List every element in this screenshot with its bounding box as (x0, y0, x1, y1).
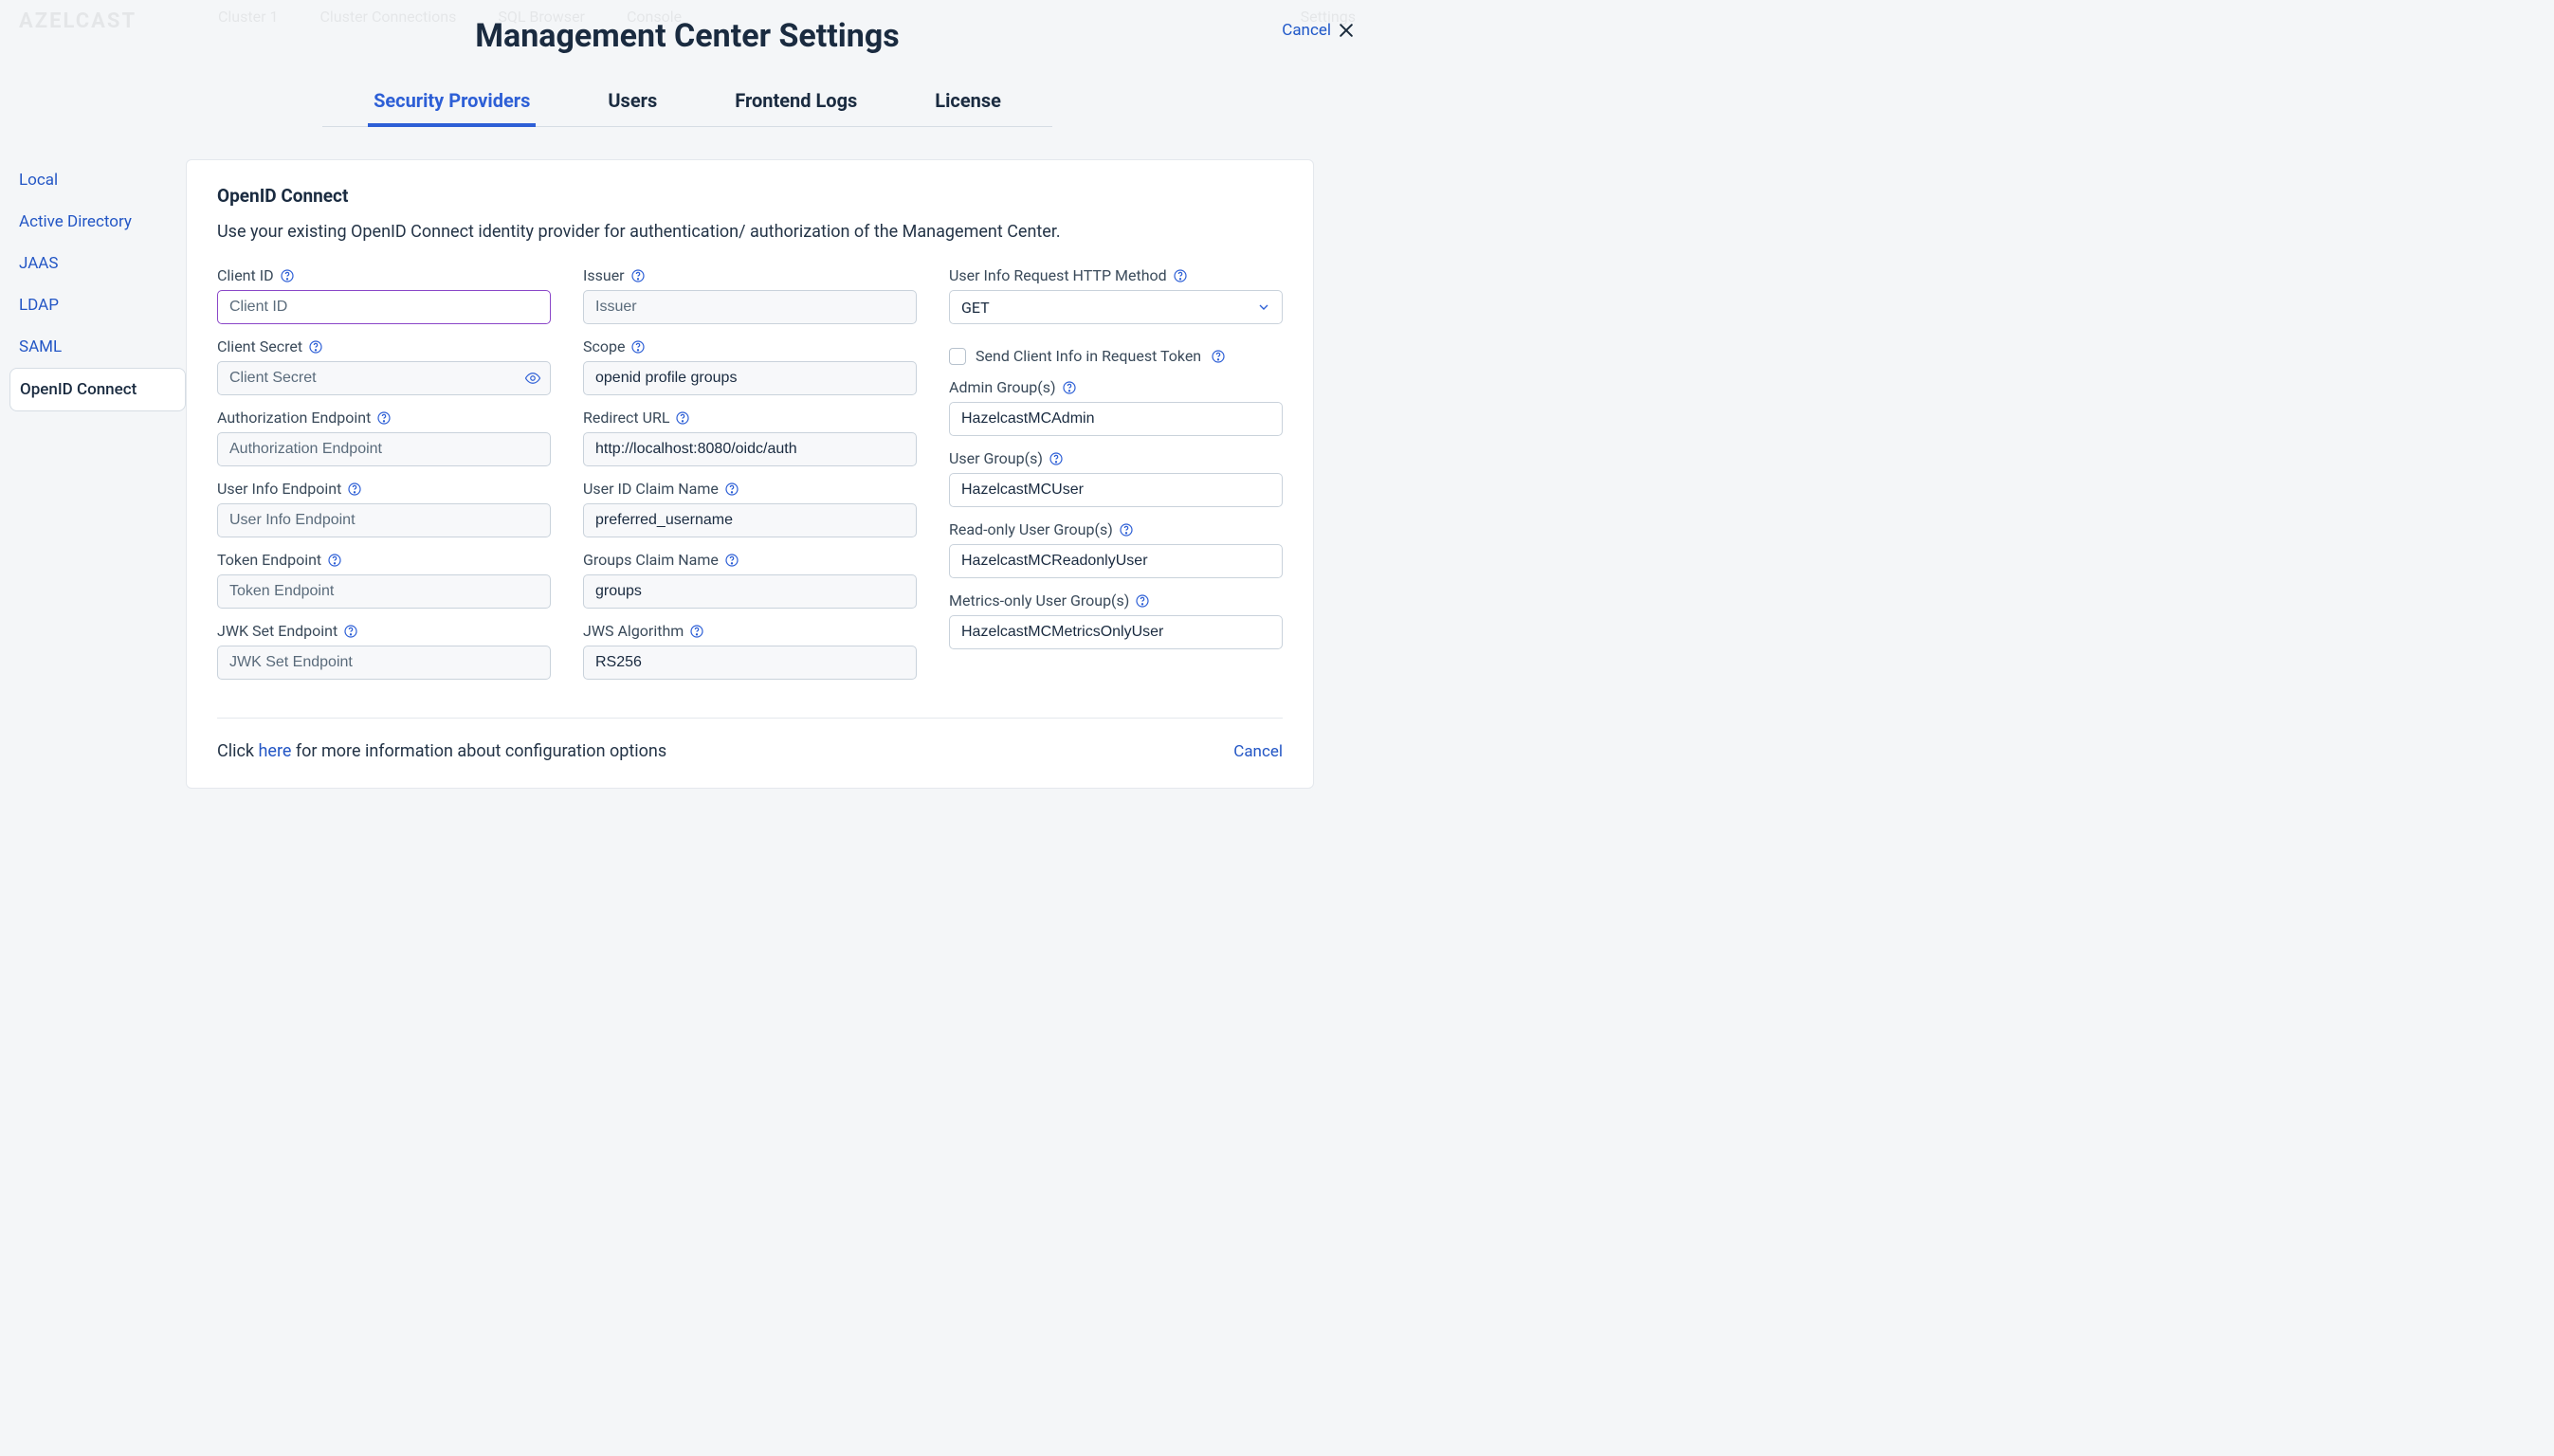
user-info-endpoint-label: User Info Endpoint (217, 480, 341, 498)
help-icon[interactable] (1173, 268, 1188, 283)
help-icon[interactable] (280, 268, 295, 283)
scope-input[interactable] (583, 361, 917, 395)
footer-link[interactable]: here (258, 741, 291, 761)
side-tab-jaas[interactable]: JAAS (9, 243, 186, 284)
help-icon[interactable] (376, 410, 392, 426)
jws-algorithm-label: JWS Algorithm (583, 622, 684, 640)
client-secret-label: Client Secret (217, 337, 302, 355)
user-groups-input[interactable] (949, 473, 1283, 507)
panel-description: Use your existing OpenID Connect identit… (217, 222, 1283, 242)
openid-panel: OpenID Connect Use your existing OpenID … (186, 159, 1314, 789)
http-method-label: User Info Request HTTP Method (949, 266, 1167, 284)
redirect-url-input[interactable] (583, 432, 917, 466)
user-groups-label: User Group(s) (949, 449, 1043, 467)
scope-label: Scope (583, 337, 625, 355)
metrics-groups-label: Metrics-only User Group(s) (949, 592, 1129, 610)
dialog-title: Management Center Settings (0, 17, 1375, 55)
help-icon[interactable] (689, 624, 704, 639)
metrics-groups-input[interactable] (949, 615, 1283, 649)
help-icon[interactable] (308, 339, 323, 355)
redirect-url-label: Redirect URL (583, 409, 669, 427)
token-endpoint-input[interactable] (217, 574, 551, 609)
tab-users[interactable]: Users (602, 89, 663, 126)
authorization-endpoint-label: Authorization Endpoint (217, 409, 371, 427)
cancel-bottom-button[interactable]: Cancel (1233, 742, 1283, 761)
tab-frontend-logs[interactable]: Frontend Logs (729, 89, 863, 126)
admin-groups-input[interactable] (949, 402, 1283, 436)
help-icon[interactable] (1062, 380, 1077, 395)
readonly-groups-label: Read-only User Group(s) (949, 520, 1113, 538)
help-icon[interactable] (347, 482, 362, 497)
readonly-groups-input[interactable] (949, 544, 1283, 578)
admin-groups-label: Admin Group(s) (949, 378, 1056, 396)
help-icon[interactable] (327, 553, 342, 568)
send-client-info-label: Send Client Info in Request Token (976, 347, 1201, 365)
help-icon[interactable] (630, 339, 646, 355)
eye-icon[interactable] (524, 370, 541, 387)
help-icon[interactable] (1211, 349, 1226, 364)
side-tab-ldap[interactable]: LDAP (9, 284, 186, 326)
groups-claim-label: Groups Claim Name (583, 551, 719, 569)
help-icon[interactable] (724, 482, 739, 497)
side-tab-saml[interactable]: SAML (9, 326, 186, 368)
token-endpoint-label: Token Endpoint (217, 551, 321, 569)
client-secret-input[interactable] (217, 361, 551, 395)
issuer-input[interactable] (583, 290, 917, 324)
help-icon[interactable] (343, 624, 358, 639)
panel-heading: OpenID Connect (217, 185, 1283, 207)
client-id-input[interactable] (217, 290, 551, 324)
jws-algorithm-input[interactable] (583, 646, 917, 680)
settings-tabs: Security Providers Users Frontend Logs L… (322, 89, 1052, 127)
side-tab-local[interactable]: Local (9, 159, 186, 201)
help-icon[interactable] (675, 410, 690, 426)
help-icon[interactable] (1119, 522, 1134, 537)
footer-info: Click here for more information about co… (217, 741, 666, 761)
user-info-endpoint-input[interactable] (217, 503, 551, 537)
jwk-set-endpoint-label: JWK Set Endpoint (217, 622, 337, 640)
tab-security-providers[interactable]: Security Providers (368, 89, 536, 127)
help-icon[interactable] (1135, 593, 1150, 609)
side-tab-openid-connect[interactable]: OpenID Connect (9, 368, 186, 411)
http-method-select[interactable]: GET (949, 290, 1283, 324)
provider-side-tabs: Local Active Directory JAAS LDAP SAML Op… (0, 159, 186, 411)
help-icon[interactable] (630, 268, 646, 283)
jwk-set-endpoint-input[interactable] (217, 646, 551, 680)
client-id-label: Client ID (217, 266, 274, 284)
cancel-top-label: Cancel (1282, 21, 1331, 40)
user-id-claim-input[interactable] (583, 503, 917, 537)
close-icon[interactable] (1337, 21, 1356, 40)
issuer-label: Issuer (583, 266, 625, 284)
help-icon[interactable] (724, 553, 739, 568)
help-icon[interactable] (1049, 451, 1064, 466)
tab-license[interactable]: License (929, 89, 1007, 126)
groups-claim-input[interactable] (583, 574, 917, 609)
user-id-claim-label: User ID Claim Name (583, 480, 719, 498)
cancel-top-button[interactable]: Cancel (1282, 21, 1356, 40)
side-tab-active-directory[interactable]: Active Directory (9, 201, 186, 243)
send-client-info-checkbox[interactable] (949, 348, 966, 365)
authorization-endpoint-input[interactable] (217, 432, 551, 466)
